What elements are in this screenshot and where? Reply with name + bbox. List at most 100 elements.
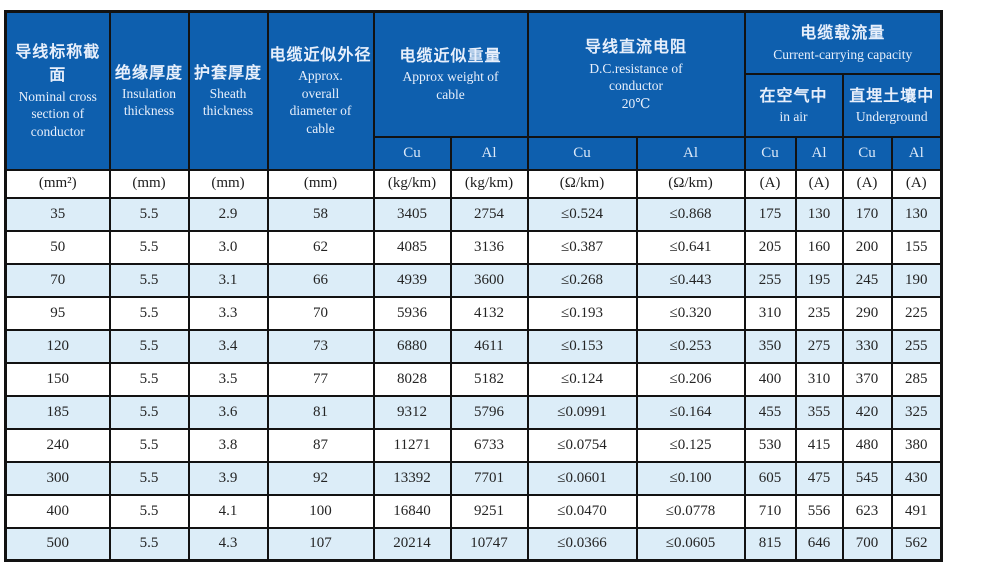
table-cell: 195	[794, 262, 844, 298]
table-cell: 11271	[372, 427, 452, 463]
table-cell: 700	[841, 526, 893, 562]
table-cell: 5796	[449, 394, 529, 430]
table-cell: 107	[266, 526, 375, 562]
table-cell: 120	[4, 328, 111, 364]
table-cell: 4132	[449, 295, 529, 331]
table-cell: ≤0.0470	[526, 493, 638, 529]
table-cell: 355	[794, 394, 844, 430]
table-cell: 530	[743, 427, 797, 463]
table-cell: 95	[4, 295, 111, 331]
table-cell: 35	[4, 196, 111, 232]
table-cell: ≤0.125	[635, 427, 746, 463]
table-cell: 420	[841, 394, 893, 430]
table-cell: 285	[890, 361, 943, 397]
table-cell: 5.5	[108, 526, 190, 562]
header-underground: 直埋土壤中 Underground	[841, 72, 943, 138]
table-cell: 3.4	[187, 328, 269, 364]
table-cell: 562	[890, 526, 943, 562]
table-cell: 9251	[449, 493, 529, 529]
table-cell: 350	[743, 328, 797, 364]
table-cell: 556	[794, 493, 844, 529]
table-cell: ≤0.641	[635, 229, 746, 265]
table-cell: 255	[890, 328, 943, 364]
table-cell: 310	[794, 361, 844, 397]
table-cell: 2.9	[187, 196, 269, 232]
header-approx-diameter-zh: 电缆近似外径	[269, 47, 372, 65]
table-cell: 300	[4, 460, 111, 496]
table-cell: ≤0.268	[526, 262, 638, 298]
table-cell: 185	[4, 394, 111, 430]
table-cell: 81	[266, 394, 375, 430]
header-nominal-cross-section-en: Nominal cross section of conductor	[18, 88, 97, 139]
table-cell: 92	[266, 460, 375, 496]
unit-cell: (mm²)	[4, 168, 111, 199]
table-cell: 5.5	[108, 262, 190, 298]
units-row: (mm²) (mm) (mm) (mm) (kg/km) (kg/km) (Ω/km) (Ω/…	[4, 168, 943, 199]
table-cell: 200	[841, 229, 893, 265]
table-cell: 16840	[372, 493, 452, 529]
table-cell: 77	[266, 361, 375, 397]
table-cell: 235	[794, 295, 844, 331]
table-cell: 130	[890, 196, 943, 232]
table-cell: 4611	[449, 328, 529, 364]
table-cell: 240	[4, 427, 111, 463]
header-current-capacity-zh: 电缆载流量	[800, 25, 886, 43]
table-cell: 66	[266, 262, 375, 298]
header-in-air-zh: 在空气中	[759, 87, 828, 105]
table-cell: 170	[841, 196, 893, 232]
header-sheath-thickness: 护套厚度 Sheath thickness	[187, 10, 269, 171]
table-cell: 5.5	[108, 394, 190, 430]
header-approx-diameter-en: Approx. overall diameter of cable	[289, 68, 352, 136]
table-cell: 5.5	[108, 493, 190, 529]
table-cell: ≤0.153	[526, 328, 638, 364]
table-cell: 190	[890, 262, 943, 298]
table-row: 35 5.5 2.9 58 3405 2754 ≤0.524 ≤0.868 175 130 170 1…	[4, 196, 943, 232]
table-cell: 5.5	[108, 427, 190, 463]
unit-cell: (mm)	[266, 168, 375, 199]
table-cell: 491	[890, 493, 943, 529]
header-approx-weight: 电缆近似重量 Approx weight of cable	[372, 10, 529, 138]
unit-cell: (Ω/km)	[526, 168, 638, 199]
subheader-cell: Cu	[526, 135, 638, 171]
table-row: 300 5.5 3.9 92 13392 7701 ≤0.0601 ≤0.100 605 475 5…	[4, 460, 943, 496]
table-cell: 3.0	[187, 229, 269, 265]
table-cell: 50	[4, 229, 111, 265]
table-cell: 623	[841, 493, 893, 529]
table-cell: 5.5	[108, 361, 190, 397]
table-cell: 5936	[372, 295, 452, 331]
table-cell: 87	[266, 427, 375, 463]
header-underground-zh: 直埋土壤中	[849, 87, 935, 105]
header-current-capacity-en: Current-carrying capacity	[773, 46, 913, 62]
table-cell: 100	[266, 493, 375, 529]
table-cell: ≤0.0366	[526, 526, 638, 562]
table-body: 35 5.5 2.9 58 3405 2754 ≤0.524 ≤0.868 175 130 170 1…	[4, 196, 943, 562]
table-cell: 3.8	[187, 427, 269, 463]
header-current-capacity: 电缆载流量 Current-carrying capacity	[743, 10, 943, 75]
table-cell: 5.5	[108, 229, 190, 265]
subheader-cell: Al	[635, 135, 746, 171]
table-cell: ≤0.164	[635, 394, 746, 430]
table-cell: 3600	[449, 262, 529, 298]
table-cell: 7701	[449, 460, 529, 496]
table-cell: ≤0.100	[635, 460, 746, 496]
table-cell: 3136	[449, 229, 529, 265]
table-cell: ≤0.193	[526, 295, 638, 331]
cable-spec-table: 导线标称截面 Nominal cross section of conducto…	[4, 10, 943, 562]
table-cell: 310	[743, 295, 797, 331]
table-cell: 205	[743, 229, 797, 265]
table-cell: 5182	[449, 361, 529, 397]
header-sheath-thickness-zh: 护套厚度	[193, 64, 262, 82]
table-cell: ≤0.253	[635, 328, 746, 364]
table-cell: ≤0.0754	[526, 427, 638, 463]
table-cell: ≤0.206	[635, 361, 746, 397]
table-cell: 150	[4, 361, 111, 397]
table-cell: 245	[841, 262, 893, 298]
table-row: 150 5.5 3.5 77 8028 5182 ≤0.124 ≤0.206 400 310 370…	[4, 361, 943, 397]
table-cell: 70	[266, 295, 375, 331]
table-cell: 290	[841, 295, 893, 331]
table-cell: 500	[4, 526, 111, 562]
table-cell: 3.1	[187, 262, 269, 298]
table-cell: 455	[743, 394, 797, 430]
header-insulation-thickness-en: Insulation thickness	[122, 85, 176, 119]
table-cell: 160	[794, 229, 844, 265]
